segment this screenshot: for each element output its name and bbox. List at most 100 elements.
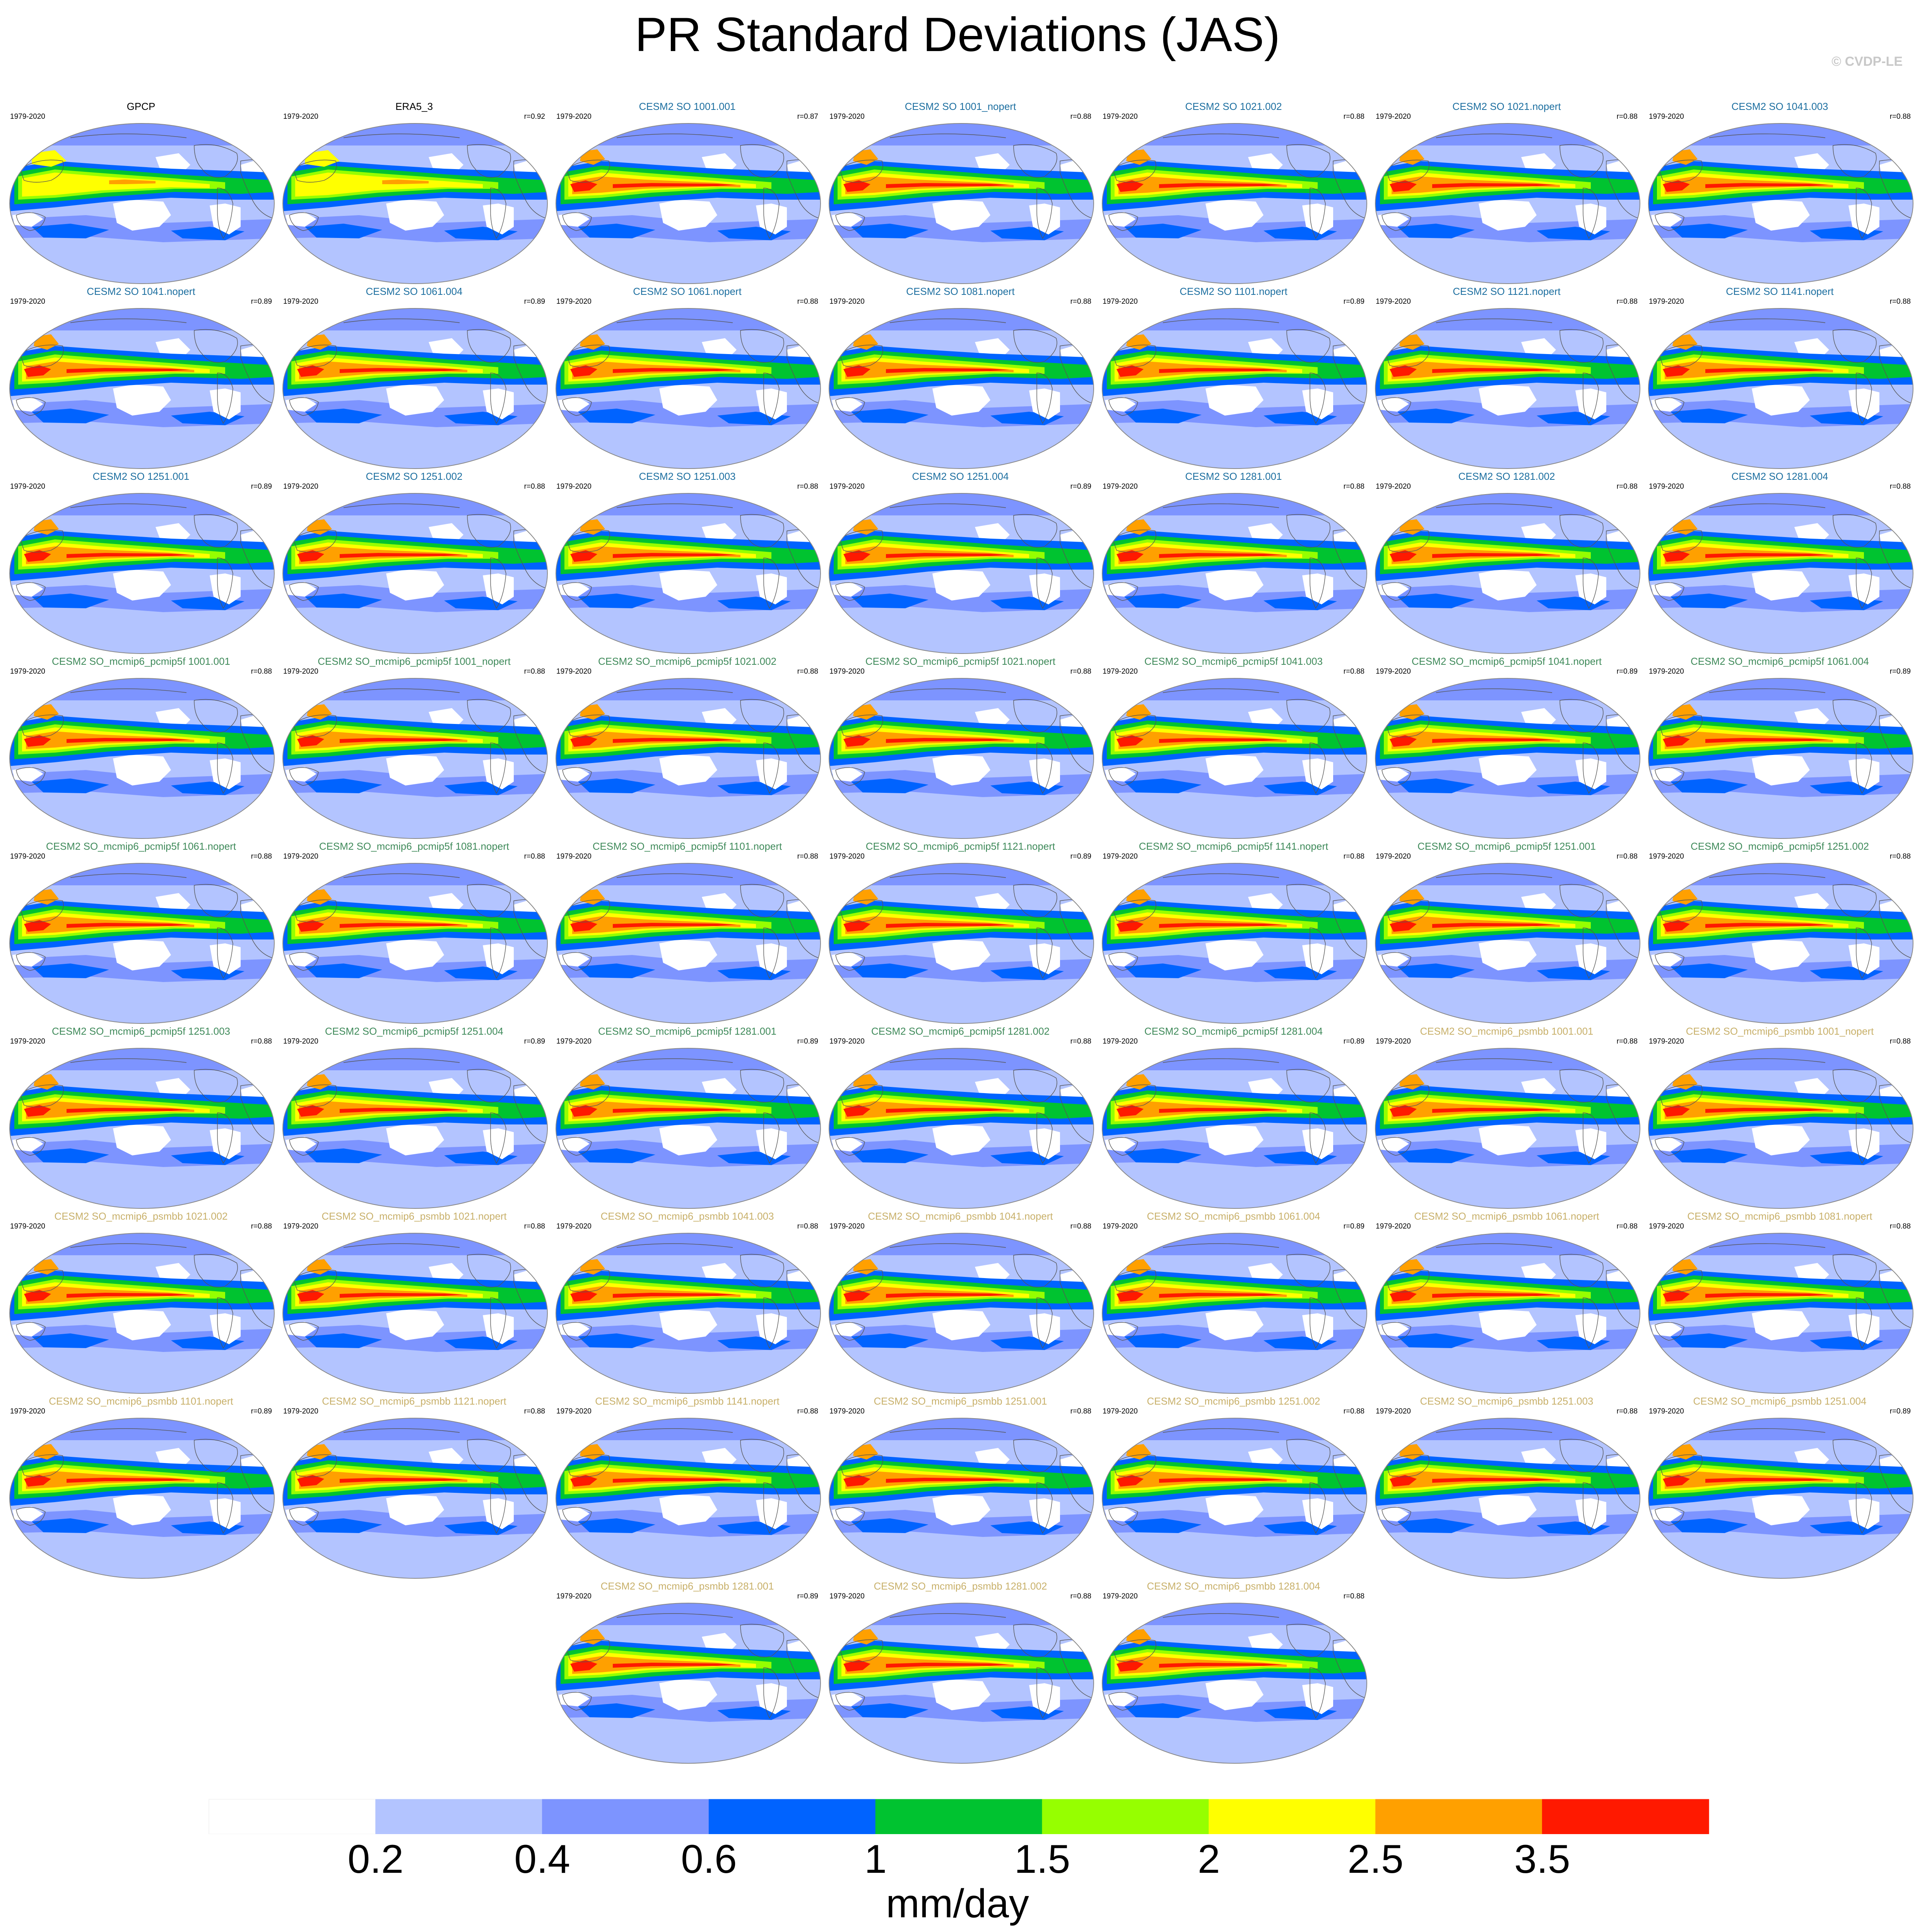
map-border [1648, 863, 1914, 1024]
coastline-0 [1112, 1084, 1156, 1107]
itcz-red [613, 1108, 737, 1113]
itcz-red [67, 1293, 190, 1298]
map-panel: CESM2 SO 1041.003 1979-2020 r=0.88 [1643, 101, 1915, 286]
map-panel: CESM2 SO 1021.002 1979-2020 r=0.88 [1097, 101, 1370, 286]
coastline-2 [1036, 1482, 1053, 1534]
coastline-2 [217, 743, 233, 794]
coastline-2 [1583, 1482, 1599, 1534]
panel-correlation: r=0.89 [1889, 1407, 1911, 1415]
coastlines [16, 1428, 274, 1534]
map-border [1648, 1233, 1914, 1394]
atlantic-itcz [1591, 1289, 1640, 1298]
itcz-red [1432, 1293, 1556, 1298]
south-pacific-blue [1397, 594, 1475, 608]
coastline-0 [1112, 159, 1156, 183]
australia-dry [1105, 397, 1136, 412]
itcz-red [613, 1478, 737, 1483]
south-pacific-blue [578, 963, 655, 978]
atlantic-itcz [498, 364, 547, 373]
coastline-0 [293, 1084, 337, 1107]
maritime-red [24, 1105, 51, 1117]
coastline-1 [740, 884, 784, 918]
coastline-2 [1856, 188, 1872, 239]
panel-years: 1979-2020 [283, 113, 318, 121]
south-pacific-blue [32, 409, 109, 423]
world-map [1375, 1418, 1641, 1579]
coastline-2 [490, 1112, 506, 1164]
itcz-red [1432, 368, 1556, 373]
panel-title: CESM2 SO_mcmip6_pcmip5f 1061.nopert [46, 840, 236, 852]
maritime-red [1663, 1105, 1690, 1117]
coastline-0 [1659, 529, 1703, 553]
world-map [828, 308, 1094, 469]
maritime-red [1390, 735, 1417, 747]
panel-years: 1979-2020 [1103, 852, 1138, 861]
coastline-2 [217, 373, 233, 424]
world-map [1648, 493, 1914, 654]
coastline-4 [562, 1692, 592, 1711]
south-pacific-blue [32, 779, 109, 793]
coastline-2 [1583, 188, 1599, 239]
coastline-1 [194, 329, 238, 363]
australia-dry [832, 397, 863, 412]
map-panel: CESM2 SO 1061.nopert 1979-2020 r=0.88 [551, 286, 824, 471]
panel-correlation: r=0.87 [797, 113, 818, 121]
se-pacific-dry [113, 1124, 171, 1155]
coastline-2 [490, 1482, 506, 1534]
se-pacific-dry [386, 755, 444, 785]
se-pacific-dry [113, 1494, 171, 1525]
itcz-red [886, 553, 1010, 558]
world-map [1101, 678, 1368, 839]
itcz-red [613, 368, 737, 373]
south-pacific-blue [1124, 963, 1202, 978]
south-pacific-blue [851, 1518, 928, 1533]
map-border [1101, 308, 1368, 469]
se-pacific-dry [1205, 1679, 1264, 1710]
coastline-5 [1163, 503, 1279, 508]
itcz-red [886, 368, 1010, 373]
tropics-yellow [295, 173, 483, 197]
map-panel: CESM2 SO 1021.nopert 1979-2020 r=0.88 [1370, 101, 1643, 286]
map-border [555, 123, 821, 284]
coastline-2 [1036, 373, 1053, 424]
coastline-1 [1013, 1624, 1057, 1658]
coastline-4 [16, 1137, 46, 1156]
itcz-red [1159, 1293, 1283, 1298]
panel-years: 1979-2020 [1376, 1407, 1411, 1415]
world-map [828, 863, 1094, 1024]
world-map [282, 123, 548, 284]
world-map [555, 1048, 821, 1209]
maritime-red [570, 550, 597, 562]
australia-dry [1378, 1507, 1409, 1521]
coastline-2 [217, 1482, 233, 1534]
world-map [1375, 123, 1641, 284]
atlantic-itcz [1864, 364, 1913, 373]
se-pacific-dry [1752, 1494, 1810, 1525]
se-pacific-dry [1205, 570, 1264, 601]
australia-dry [559, 952, 590, 967]
panel-years: 1979-2020 [556, 667, 592, 676]
se-pacific-dry [659, 200, 717, 231]
map-panel: CESM2 SO_mcmip6_pcmip5f 1251.002 1979-202… [1643, 840, 1915, 1025]
australia-dry [286, 1137, 316, 1152]
se-pacific-dry [113, 1309, 171, 1340]
map-border [9, 1048, 275, 1209]
coastline-5 [1709, 318, 1826, 323]
coastline-5 [616, 1058, 733, 1063]
se-pacific-dry [1205, 755, 1264, 785]
coastline-5 [889, 1243, 1006, 1248]
atlantic-itcz [498, 1104, 547, 1113]
colorbar-tick-label: 1.5 [1014, 1837, 1070, 1882]
coastline-5 [343, 688, 460, 693]
map-border [828, 123, 1094, 284]
map-border [1375, 678, 1641, 839]
south-pacific-blue [1124, 1518, 1202, 1533]
map-panel: CESM2 SO_mcmip6_pcmip5f 1251.003 1979-202… [5, 1025, 277, 1210]
map-panel: CESM2 SO_mcmip6_psmbb 1001_nopert 1979-20… [1643, 1025, 1915, 1210]
map-panel: CESM2 SO_mcmip6_pcmip5f 1251.004 1979-202… [278, 1025, 551, 1210]
australia-dry [832, 1137, 863, 1152]
colorbar-box [1042, 1799, 1209, 1834]
maritime-red [570, 1105, 597, 1117]
coastlines [1108, 1243, 1367, 1349]
coastline-4 [16, 212, 46, 231]
